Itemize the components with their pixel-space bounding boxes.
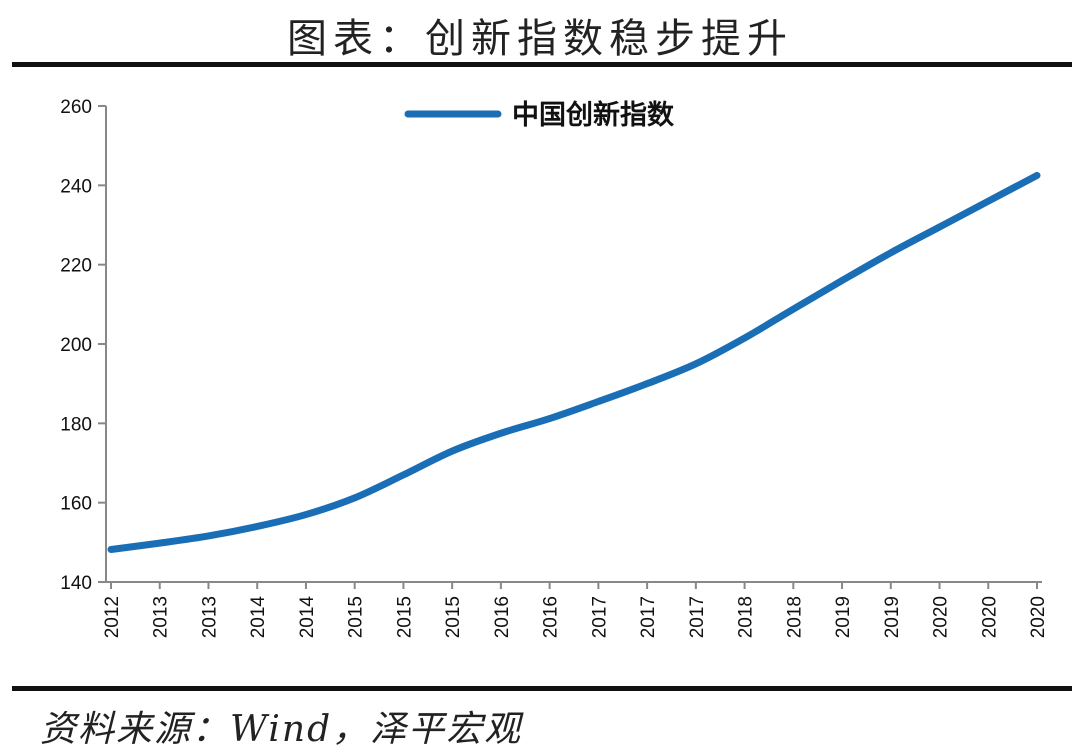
x-tick-label: 2015	[394, 596, 415, 638]
x-tick-label: 2018	[736, 596, 757, 638]
data-point	[497, 430, 504, 437]
data-point	[546, 415, 553, 422]
bottom-divider	[12, 686, 1072, 691]
x-tick-label: 2016	[492, 596, 513, 638]
x-tick-label: 2016	[541, 596, 562, 638]
data-point	[108, 546, 115, 553]
data-point	[692, 360, 699, 367]
x-tick-label: 2015	[346, 596, 367, 638]
data-point	[985, 198, 992, 205]
data-point	[644, 380, 651, 387]
top-divider	[12, 62, 1072, 67]
x-tick-label: 2018	[784, 596, 805, 638]
data-point	[741, 335, 748, 342]
y-tick-label: 160	[60, 494, 92, 515]
x-tick-label: 2014	[297, 596, 318, 639]
x-tick-label: 2017	[589, 596, 610, 638]
x-tick-label: 2020	[979, 596, 1000, 638]
x-tick-label: 2017	[687, 596, 708, 638]
data-point	[302, 511, 309, 518]
x-tick-label: 2019	[882, 596, 903, 638]
data-point	[839, 277, 846, 284]
x-tick-label: 2015	[443, 596, 464, 638]
x-tick-label: 2014	[248, 596, 269, 639]
y-tick-label: 200	[60, 335, 92, 356]
chart-series	[107, 171, 1041, 553]
y-tick-label: 180	[60, 414, 92, 435]
x-tick-label: 2013	[199, 596, 220, 638]
data-point	[887, 249, 894, 256]
data-point	[790, 306, 797, 313]
legend-label: 中国创新指数	[512, 99, 675, 131]
page-title: 图表：创新指数稳步提升	[287, 16, 793, 62]
x-tick-label: 2020	[931, 596, 952, 638]
data-point	[254, 523, 261, 530]
data-point	[595, 398, 602, 405]
series-line-china-innovation-index	[107, 171, 1041, 553]
y-tick-label: 260	[60, 97, 92, 118]
y-tick-label: 220	[60, 256, 92, 277]
data-point	[156, 540, 163, 547]
data-point	[1034, 172, 1041, 179]
x-tick-label: 2013	[151, 596, 172, 638]
data-point	[205, 532, 212, 539]
x-tick-label: 2012	[102, 596, 123, 638]
data-point	[351, 494, 358, 501]
x-axis-ticks: 2012 2013 2013 2014 2014 2015 2015 2015 2016 2016…	[102, 582, 1049, 638]
source-note: 资料来源：Wind，泽平宏观	[40, 709, 523, 750]
data-point	[449, 448, 456, 455]
x-tick-label: 2020	[1028, 596, 1049, 638]
x-tick-label: 2019	[833, 596, 854, 638]
chart-axes	[105, 106, 1042, 583]
legend: 中国创新指数	[404, 99, 675, 131]
y-axis-ticks: 140 160 180 200 220 240 260	[60, 97, 106, 594]
x-tick-label: 2017	[638, 596, 659, 638]
data-point	[400, 471, 407, 478]
data-point	[936, 223, 943, 230]
y-tick-label: 240	[60, 176, 92, 197]
y-tick-label: 140	[60, 573, 92, 594]
